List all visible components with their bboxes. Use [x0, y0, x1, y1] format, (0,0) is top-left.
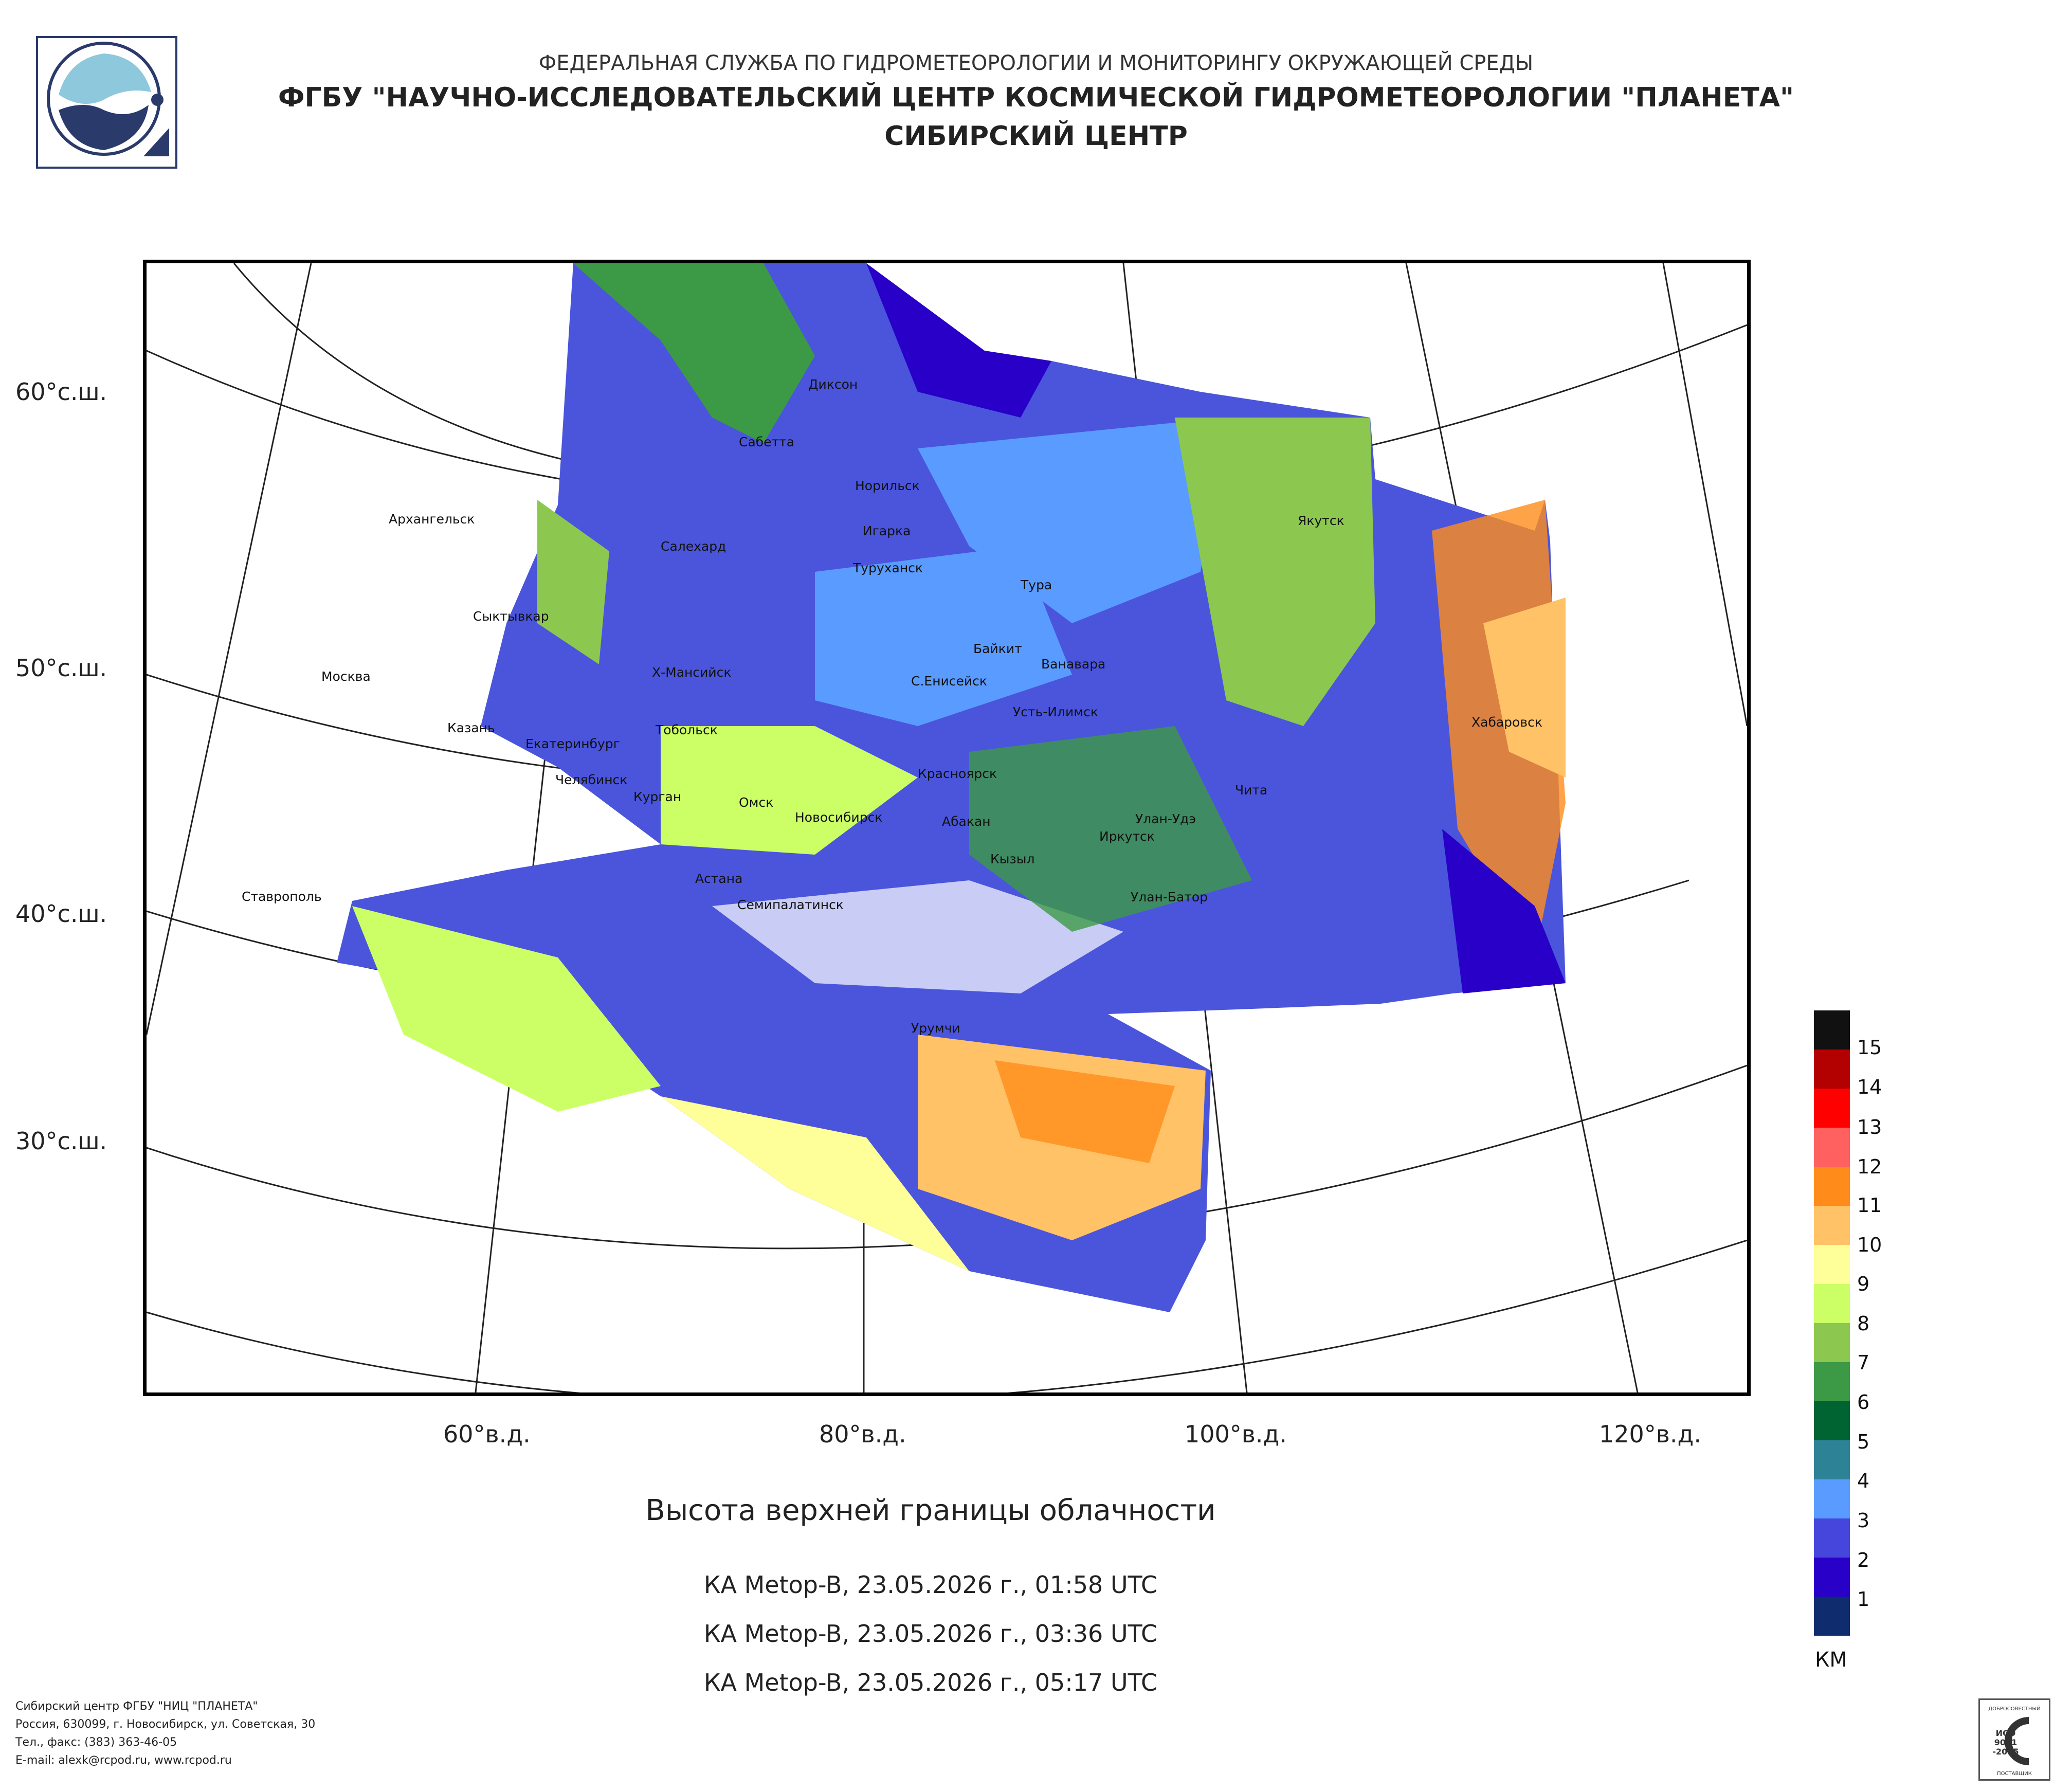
legend-label: 10	[1857, 1234, 1882, 1256]
city-label: Астана	[695, 871, 743, 886]
iso-year: -2015	[1992, 1747, 2019, 1757]
pass-info: КА Metop-B, 23.05.2026 г., 03:36 UTC	[703, 1620, 1158, 1648]
legend-swatch	[1814, 1167, 1850, 1206]
legend-swatch	[1814, 1362, 1850, 1401]
lon-label-120: 120°в.д.	[1599, 1420, 1701, 1448]
legend-label: 13	[1857, 1116, 1882, 1138]
legend-swatch	[1814, 1440, 1850, 1479]
institute-name: ФГБУ "НАУЧНО-ИССЛЕДОВАТЕЛЬСКИЙ ЦЕНТР КОС…	[278, 82, 1794, 113]
legend-swatch	[1814, 1128, 1850, 1167]
footer-phone: Тел., факс: (383) 363-46-05	[15, 1736, 177, 1749]
legend-label: 1	[1857, 1588, 1870, 1611]
city-label: Туруханск	[853, 560, 923, 575]
city-label: Улан-Удэ	[1135, 811, 1196, 826]
lon-label-80: 80°в.д.	[819, 1420, 906, 1448]
city-label: Чита	[1235, 783, 1268, 798]
legend-label: 8	[1857, 1312, 1870, 1335]
city-label: Тобольск	[656, 722, 718, 737]
city-label: Екатеринбург	[525, 736, 620, 751]
lon-label-60: 60°в.д.	[443, 1420, 531, 1448]
map-title: Высота верхней границы облачности	[645, 1494, 1216, 1527]
legend-swatch	[1814, 1597, 1850, 1636]
city-label: Сыктывкар	[473, 609, 549, 624]
city-label: Норильск	[855, 478, 920, 493]
city-label: Якутск	[1298, 513, 1344, 528]
planeta-logo	[36, 36, 177, 169]
legend-swatch	[1814, 1245, 1850, 1284]
city-label: Байкит	[973, 641, 1022, 656]
legend-label: 7	[1857, 1351, 1870, 1374]
lat-label-50: 50°с.ш.	[15, 654, 107, 682]
city-label: Игарка	[863, 523, 911, 538]
city-label: Сабетта	[739, 435, 795, 449]
city-label: Х-Мансийск	[652, 665, 732, 680]
city-label: Ванавара	[1041, 657, 1106, 672]
legend-label: 9	[1857, 1273, 1870, 1295]
legend-swatch	[1814, 1401, 1850, 1440]
city-label: Усть-Илимск	[1013, 704, 1098, 719]
city-label: Абакан	[942, 814, 991, 829]
legend-label: 12	[1857, 1155, 1882, 1178]
cloud-top-map	[143, 260, 1751, 1396]
center-name: СИБИРСКИЙ ЦЕНТР	[884, 121, 1188, 152]
lat-label-60: 60°с.ш.	[15, 378, 107, 406]
footer-org: Сибирский центр ФГБУ "НИЦ "ПЛАНЕТА"	[15, 1700, 258, 1713]
city-label: Диксон	[808, 377, 858, 392]
city-label: Семипалатинск	[737, 897, 844, 912]
legend-label: 6	[1857, 1391, 1870, 1414]
city-label: С.Енисейск	[911, 674, 988, 689]
legend-label: 11	[1857, 1194, 1882, 1217]
city-label: Ставрополь	[242, 889, 322, 904]
footer-address: Россия, 630099, г. Новосибирск, ул. Сове…	[15, 1718, 316, 1731]
city-label: Казань	[447, 720, 495, 735]
legend-swatch	[1814, 1010, 1850, 1050]
lat-label-30: 30°с.ш.	[15, 1127, 107, 1155]
city-label: Хабаровск	[1471, 715, 1542, 730]
height-legend	[1814, 1010, 1850, 1636]
legend-swatch	[1814, 1558, 1850, 1597]
agency-name: ФЕДЕРАЛЬНАЯ СЛУЖБА ПО ГИДРОМЕТЕОРОЛОГИИ …	[538, 51, 1534, 75]
legend-label: 3	[1857, 1509, 1870, 1532]
legend-label: 2	[1857, 1549, 1870, 1571]
city-label: Новосибирск	[795, 810, 883, 825]
lon-label-100: 100°в.д.	[1185, 1420, 1287, 1448]
footer-email: E-mail: alexk@rcpod.ru, www.rcpod.ru	[15, 1754, 232, 1767]
city-label: Архангельск	[389, 512, 475, 527]
city-label: Челябинск	[555, 772, 628, 787]
iso-badge: ДОБРОСОВЕСТНЫЙ ИСО 9001 -2015 ПОСТАВЩИК	[1978, 1698, 2050, 1781]
legend-swatch	[1814, 1089, 1850, 1128]
legend-label: 4	[1857, 1470, 1870, 1492]
legend-swatch	[1814, 1518, 1850, 1558]
iso-top-text: ДОБРОСОВЕСТНЫЙ	[1988, 1705, 2040, 1712]
pass-info: КА Metop-B, 23.05.2026 г., 05:17 UTC	[703, 1669, 1158, 1696]
iso-bottom-text: ПОСТАВЩИК	[1997, 1771, 2032, 1777]
city-label: Иркутск	[1099, 829, 1155, 844]
pass-info: КА Metop-B, 23.05.2026 г., 01:58 UTC	[703, 1571, 1158, 1599]
city-label: Тура	[1021, 577, 1052, 592]
city-label: Москва	[321, 669, 371, 684]
city-label: Кызыл	[990, 852, 1035, 866]
legend-unit: КМ	[1815, 1648, 1847, 1672]
legend-swatch	[1814, 1206, 1850, 1245]
city-label: Курган	[633, 789, 682, 804]
city-label: Улан-Батор	[1131, 890, 1208, 904]
legend-label: 14	[1857, 1076, 1882, 1098]
legend-label: 5	[1857, 1431, 1870, 1453]
legend-swatch	[1814, 1284, 1850, 1323]
legend-swatch	[1814, 1479, 1850, 1518]
legend-swatch	[1814, 1050, 1850, 1089]
lat-label-40: 40°с.ш.	[15, 900, 107, 928]
legend-swatch	[1814, 1323, 1850, 1362]
iso-num: 9001	[1994, 1738, 2018, 1747]
legend-label: 15	[1857, 1036, 1882, 1059]
iso-code: ИСО	[1996, 1728, 2016, 1738]
city-label: Урумчи	[911, 1021, 960, 1036]
city-label: Омск	[739, 795, 774, 810]
city-label: Красноярск	[918, 766, 997, 781]
city-label: Салехард	[661, 539, 726, 554]
